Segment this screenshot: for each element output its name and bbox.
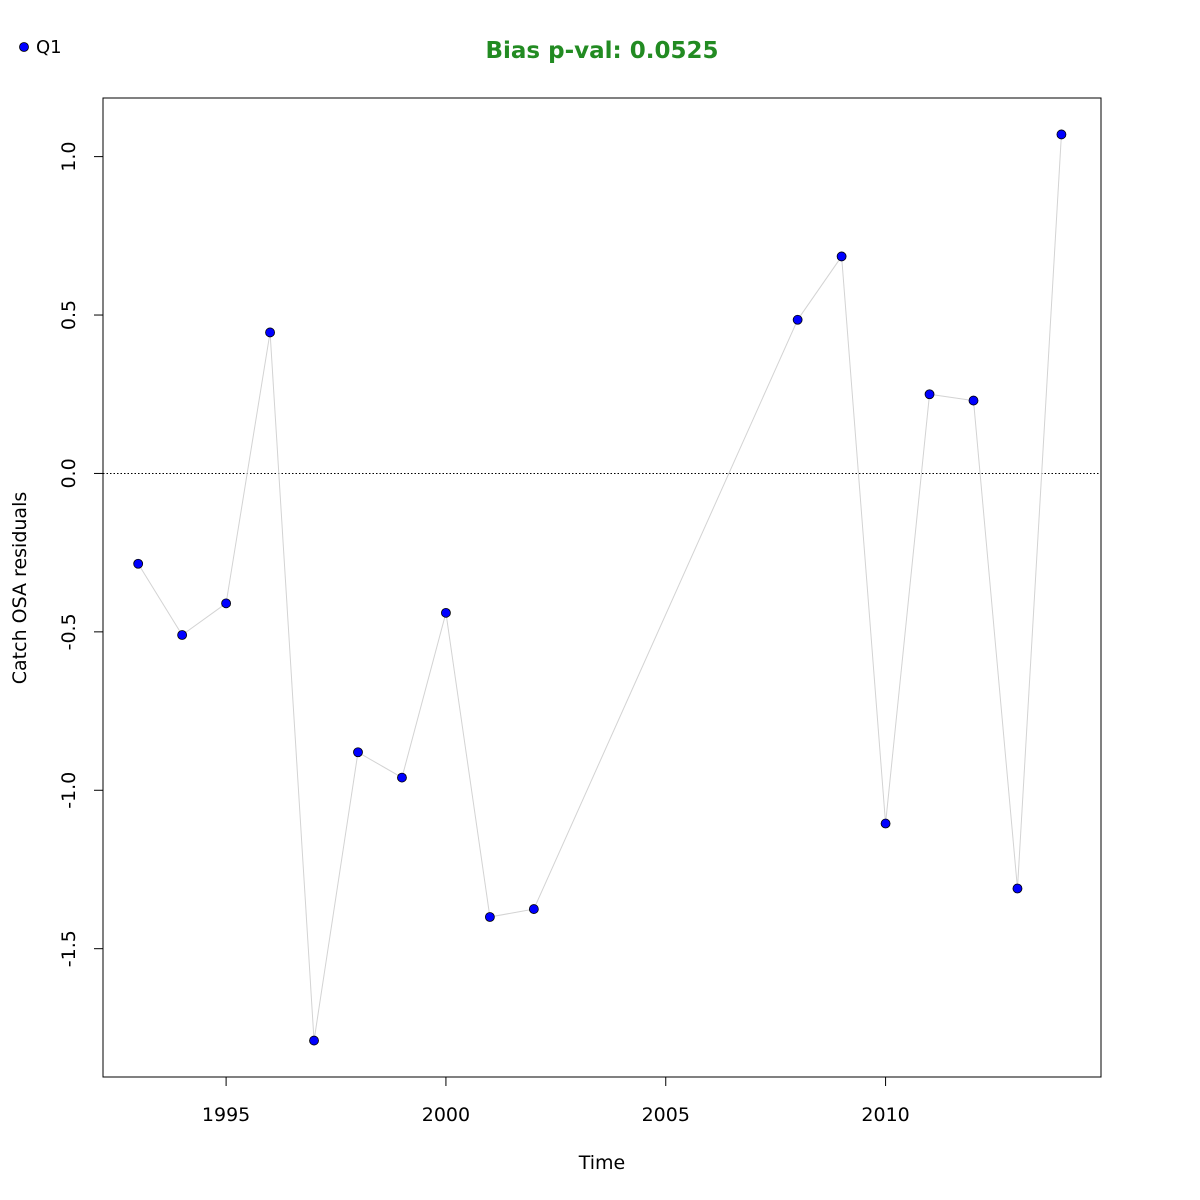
series-points <box>133 129 1067 1046</box>
data-point <box>221 598 232 609</box>
y-tick-label: -0.5 <box>58 613 80 650</box>
series-line-segment <box>137 563 183 636</box>
x-axis: 1995 2000 2005 2010 <box>202 1077 910 1126</box>
data-point <box>309 1035 319 1046</box>
data-point <box>265 327 275 338</box>
y-axis: -1.5 -1.0 -0.5 0.0 0.5 1.0 <box>58 142 103 967</box>
series-line-segment <box>313 752 359 1041</box>
x-tick-label: 2005 <box>642 1104 690 1126</box>
x-tick-label: 2010 <box>861 1104 909 1126</box>
y-tick-label: 0.5 <box>58 300 80 330</box>
data-point <box>353 747 363 758</box>
data-point <box>792 314 803 325</box>
legend-marker-q1 <box>19 42 29 52</box>
series-line-segment <box>929 393 974 402</box>
series-line-segment <box>489 908 534 918</box>
data-point <box>133 558 144 569</box>
series-line-segment <box>357 751 403 779</box>
x-tick-label: 1995 <box>202 1104 250 1126</box>
y-tick-label: -1.5 <box>58 930 80 967</box>
x-tick-label: 2000 <box>422 1104 470 1126</box>
data-point <box>924 389 935 400</box>
data-point <box>968 395 979 406</box>
series-line-segment <box>533 319 799 910</box>
data-point <box>836 251 847 262</box>
y-axis-title: Catch OSA residuals <box>9 492 31 684</box>
series-line-segment <box>401 612 447 778</box>
series-line-segment <box>973 400 1018 889</box>
series-line-segment <box>225 332 271 604</box>
y-tick-label: -1.0 <box>58 772 80 809</box>
series-line-segment <box>181 602 227 636</box>
data-point <box>880 818 891 829</box>
chart-title: Bias p-val: 0.0525 <box>486 38 719 64</box>
series-line-segment <box>1016 134 1062 889</box>
data-point <box>528 904 539 914</box>
legend-label-q1: Q1 <box>36 37 62 58</box>
legend: Q1 <box>19 37 62 58</box>
data-point <box>397 772 407 783</box>
series-line-segment <box>885 394 931 824</box>
series-line-segment <box>269 332 315 1041</box>
plot-frame <box>102 97 1102 1078</box>
series-lines <box>137 134 1062 1041</box>
series-line-segment <box>445 612 491 918</box>
x-axis-title: Time <box>578 1152 626 1174</box>
series-line-segment <box>841 256 887 824</box>
data-point <box>441 607 451 618</box>
data-point <box>1012 883 1023 894</box>
data-point <box>484 912 495 922</box>
data-point <box>177 630 188 640</box>
y-tick-label: 0.0 <box>58 458 80 488</box>
data-point <box>1056 129 1067 140</box>
y-tick-label: 1.0 <box>58 142 80 172</box>
series-line-segment <box>797 256 843 321</box>
